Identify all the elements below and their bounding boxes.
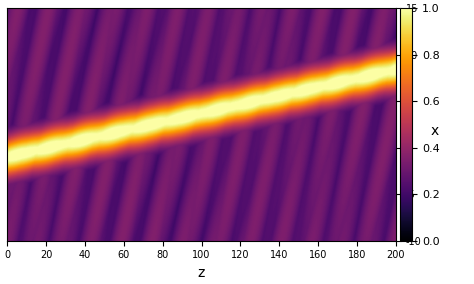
X-axis label: z: z [198, 266, 205, 280]
Y-axis label: x: x [431, 124, 439, 138]
